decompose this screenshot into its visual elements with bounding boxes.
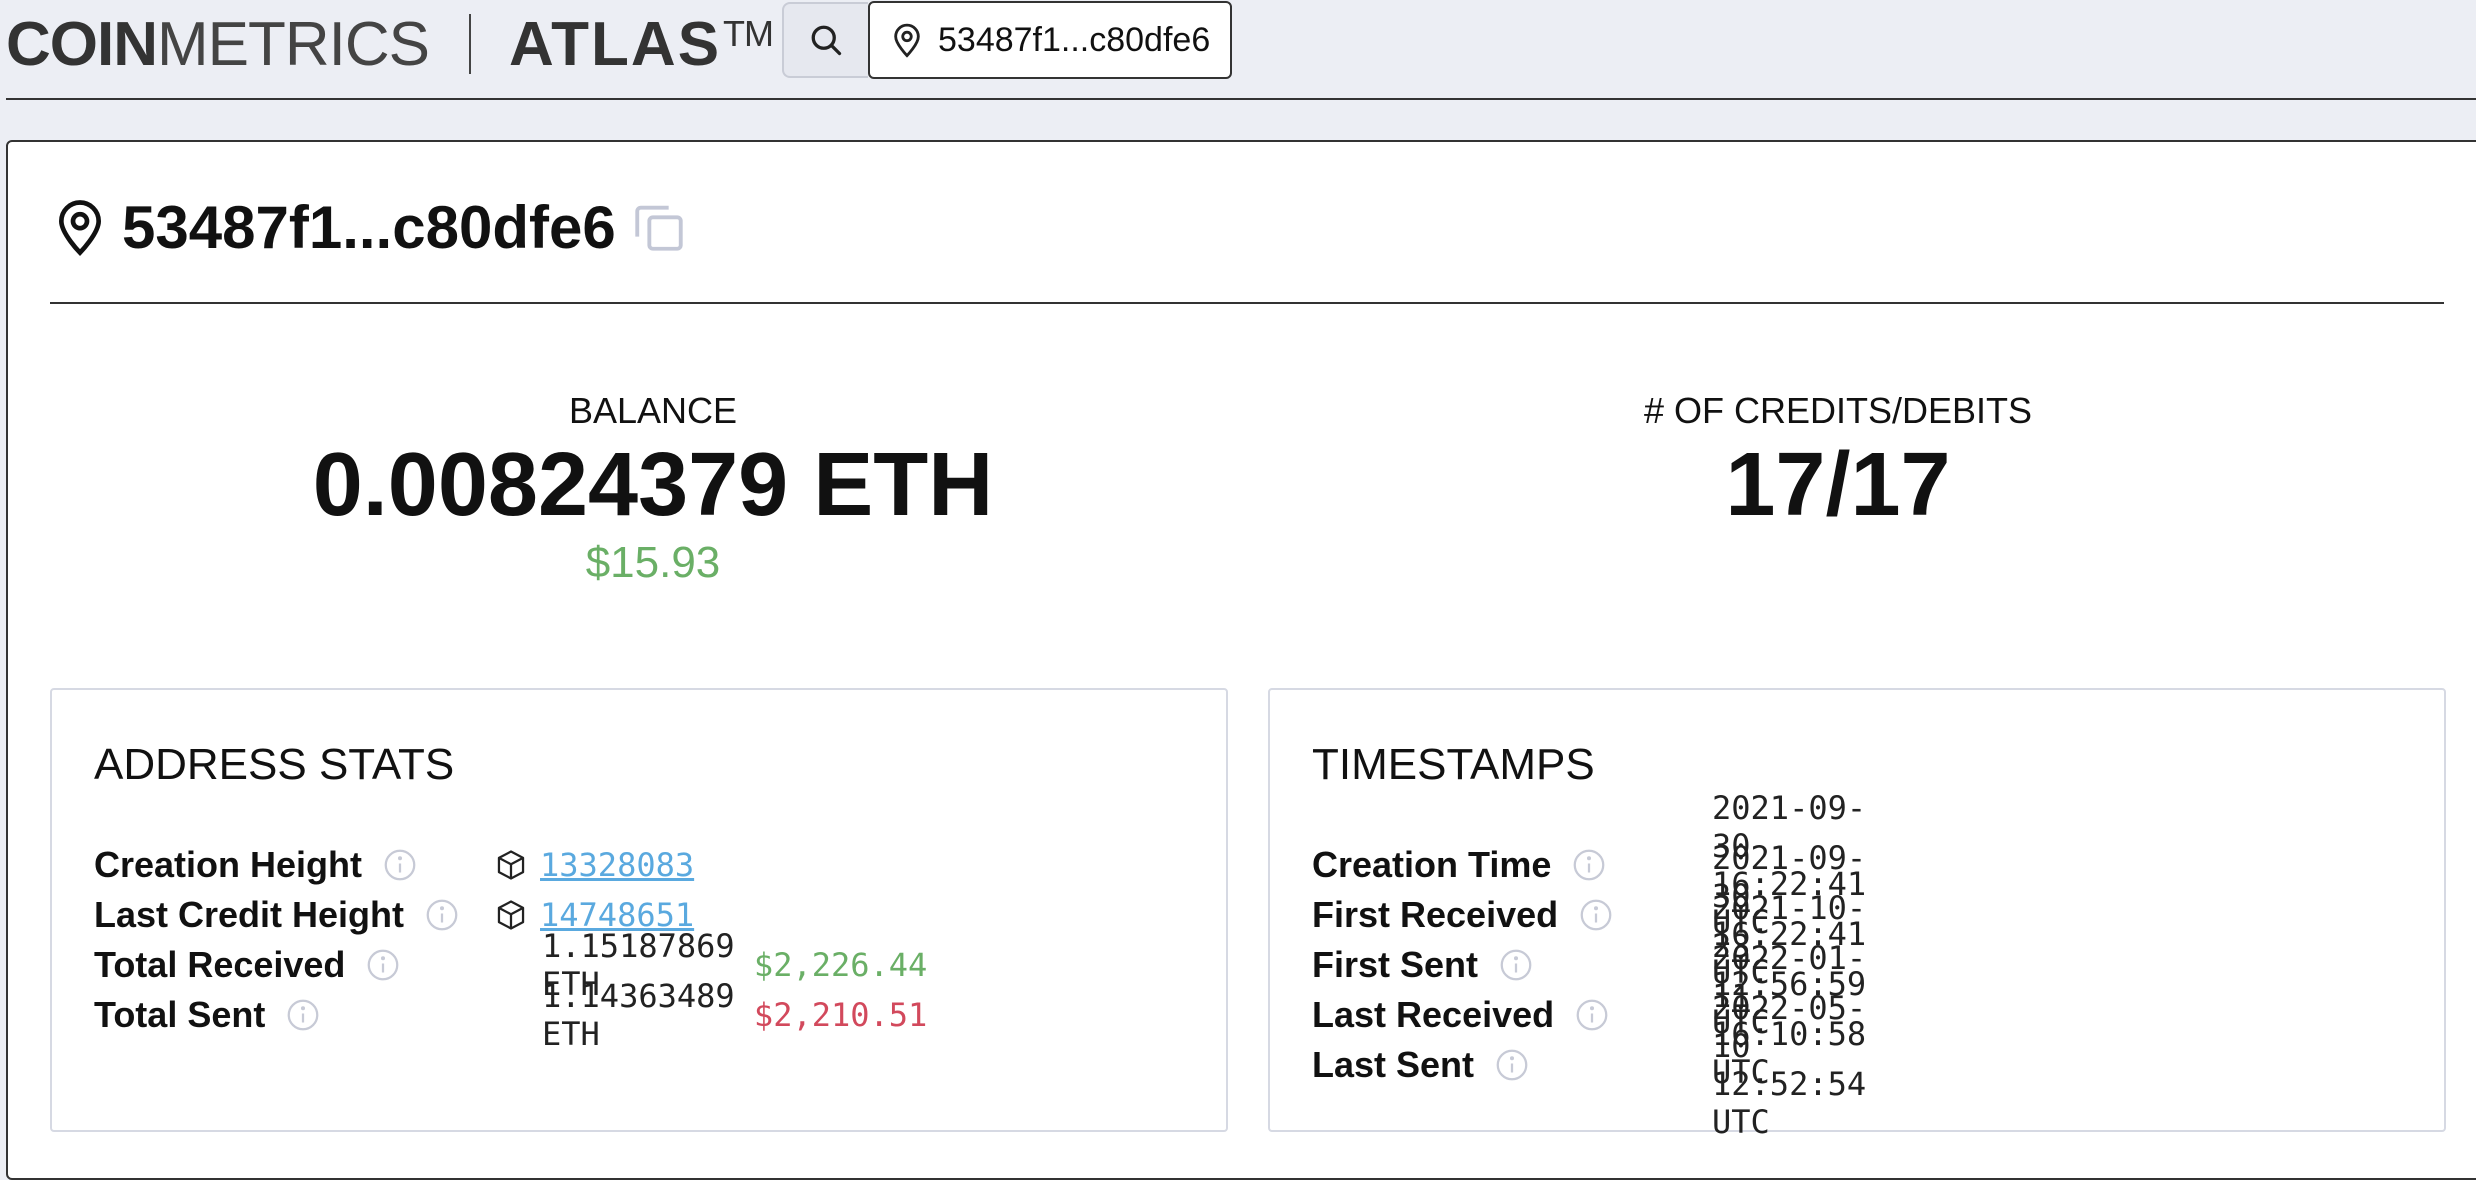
block-cube-icon <box>494 898 528 932</box>
address-stats-title: ADDRESS STATS <box>94 740 455 789</box>
total-sent-eth: 1.14363489 ETH <box>542 977 735 1053</box>
info-icon[interactable] <box>1494 1047 1530 1083</box>
total-sent-value: 1.14363489 ETH $2,210.51 <box>542 977 927 1053</box>
address-panel: 53487f1...c80dfe6 BALANCE 0.00824379 ETH… <box>6 140 2476 1180</box>
creation-height-value: 13328083 <box>494 846 694 884</box>
timestamp-row-first-sent: First Sent 2021-10-23 12:56:59 UTC <box>1312 889 1866 1041</box>
info-icon[interactable] <box>285 997 321 1033</box>
last-credit-height-label-text: Last Credit Height <box>94 894 405 935</box>
info-icon[interactable] <box>382 847 418 883</box>
total-received-usd: $2,226.44 <box>753 946 928 984</box>
total-sent-usd: $2,210.51 <box>753 996 928 1034</box>
timestamp-row-creation-time: Creation Time 2021-09-30 16:22:41 UTC <box>1312 789 1866 941</box>
creation-time-label-text: Creation Time <box>1312 844 1552 885</box>
logo-atlas-text: ATLAS <box>509 9 722 79</box>
first-sent-label-text: First Sent <box>1312 944 1479 985</box>
address-chip-text: 53487f1...c80dfe6 <box>938 20 1211 59</box>
first-sent-label: First Sent <box>1312 944 1534 986</box>
total-received-label-text: Total Received <box>94 944 346 985</box>
stat-row-creation-height: Creation Height 13328083 <box>94 840 694 890</box>
title-divider <box>50 302 2444 304</box>
creation-height-link[interactable]: 13328083 <box>540 846 695 884</box>
stat-row-total-received: Total Received 1.15187869 ETH $2,226.44 <box>94 927 927 1003</box>
address-stats-rows: Creation Height 13328083 Last Credit Hei… <box>94 840 927 1053</box>
info-icon[interactable] <box>365 947 401 983</box>
last-sent-label-text: Last Sent <box>1312 1044 1475 1085</box>
logo-divider <box>469 14 471 74</box>
logo-coin-text: COIN <box>6 9 158 79</box>
last-credit-height-label: Last Credit Height <box>94 894 460 936</box>
logo-metrics-text: METRICS <box>157 9 430 79</box>
coinmetrics-atlas-logo[interactable]: COIN METRICS ATLAS TM <box>6 6 774 82</box>
address-stats-card: ADDRESS STATS Creation Height 13328083 L… <box>50 688 1228 1132</box>
stat-row-total-sent: Total Sent 1.14363489 ETH $2,210.51 <box>94 977 927 1053</box>
last-credit-height-link[interactable]: 14748651 <box>540 896 695 934</box>
address-title-row: 53487f1...c80dfe6 <box>52 182 688 272</box>
timestamp-row-last-sent: Last Sent 2022-05-10 12:52:54 UTC <box>1312 989 1866 1141</box>
balance-value: 0.00824379 ETH <box>312 435 994 535</box>
logo-trademark: TM <box>723 13 774 54</box>
credits-debits-label: # OF CREDITS/DEBITS <box>1643 390 2033 431</box>
search-group: 53487f1...c80dfe6 <box>782 1 1233 79</box>
timestamps-title: TIMESTAMPS <box>1312 740 1595 789</box>
location-pin-icon <box>52 196 108 258</box>
current-address-chip[interactable]: 53487f1...c80dfe6 <box>868 1 1233 79</box>
total-sent-label-text: Total Sent <box>94 994 266 1035</box>
location-pin-icon <box>890 21 924 59</box>
total-received-label: Total Received <box>94 944 401 986</box>
page-title: 53487f1...c80dfe6 <box>122 193 616 261</box>
stat-row-last-credit-height: Last Credit Height 14748651 <box>94 890 694 940</box>
credits-debits-block: # OF CREDITS/DEBITS 17/17 <box>1388 390 2288 530</box>
last-credit-height-value: 14748651 <box>494 896 694 934</box>
total-received-eth: 1.15187869 ETH <box>542 927 735 1003</box>
first-sent-value: 2021-10-23 12:56:59 UTC <box>1712 889 1867 1041</box>
search-button[interactable] <box>782 2 868 78</box>
info-icon[interactable] <box>1578 897 1614 933</box>
first-received-label-text: First Received <box>1312 894 1559 935</box>
credits-debits-value: 17/17 <box>1725 435 1951 535</box>
total-sent-label: Total Sent <box>94 994 321 1036</box>
last-received-label: Last Received <box>1312 994 1610 1036</box>
block-cube-icon <box>494 848 528 882</box>
last-received-label-text: Last Received <box>1312 994 1555 1035</box>
balance-block: BALANCE 0.00824379 ETH $15.93 <box>208 390 1098 588</box>
first-received-value: 2021-09-30 16:22:41 UTC <box>1712 839 1867 991</box>
balance-usd: $15.93 <box>585 538 721 587</box>
last-sent-value: 2022-05-10 12:52:54 UTC <box>1712 989 1867 1141</box>
creation-height-label: Creation Height <box>94 844 418 886</box>
timestamp-row-last-received: Last Received 2022-01-11 16:10:58 UTC <box>1312 939 1866 1091</box>
last-received-value: 2022-01-11 16:10:58 UTC <box>1712 939 1867 1091</box>
copy-icon[interactable] <box>630 198 688 256</box>
total-received-value: 1.15187869 ETH $2,226.44 <box>542 927 927 1003</box>
top-bar: COIN METRICS ATLAS TM 53487f1...c80dfe6 <box>6 0 2476 100</box>
timestamps-rows: Creation Time 2021-09-30 16:22:41 UTC Fi… <box>1312 789 1866 1141</box>
balance-label: BALANCE <box>568 390 738 431</box>
creation-height-label-text: Creation Height <box>94 844 363 885</box>
info-icon[interactable] <box>1498 947 1534 983</box>
last-sent-label: Last Sent <box>1312 1044 1530 1086</box>
info-icon[interactable] <box>424 897 460 933</box>
search-icon <box>808 22 844 58</box>
timestamps-card: TIMESTAMPS Creation Time 2021-09-30 16:2… <box>1268 688 2446 1141</box>
info-icon[interactable] <box>1574 997 1610 1033</box>
info-icon[interactable] <box>1571 847 1607 883</box>
first-received-label: First Received <box>1312 894 1614 936</box>
creation-time-label: Creation Time <box>1312 844 1607 886</box>
creation-time-value: 2021-09-30 16:22:41 UTC <box>1712 789 1867 941</box>
timestamp-row-first-received: First Received 2021-09-30 16:22:41 UTC <box>1312 839 1866 991</box>
